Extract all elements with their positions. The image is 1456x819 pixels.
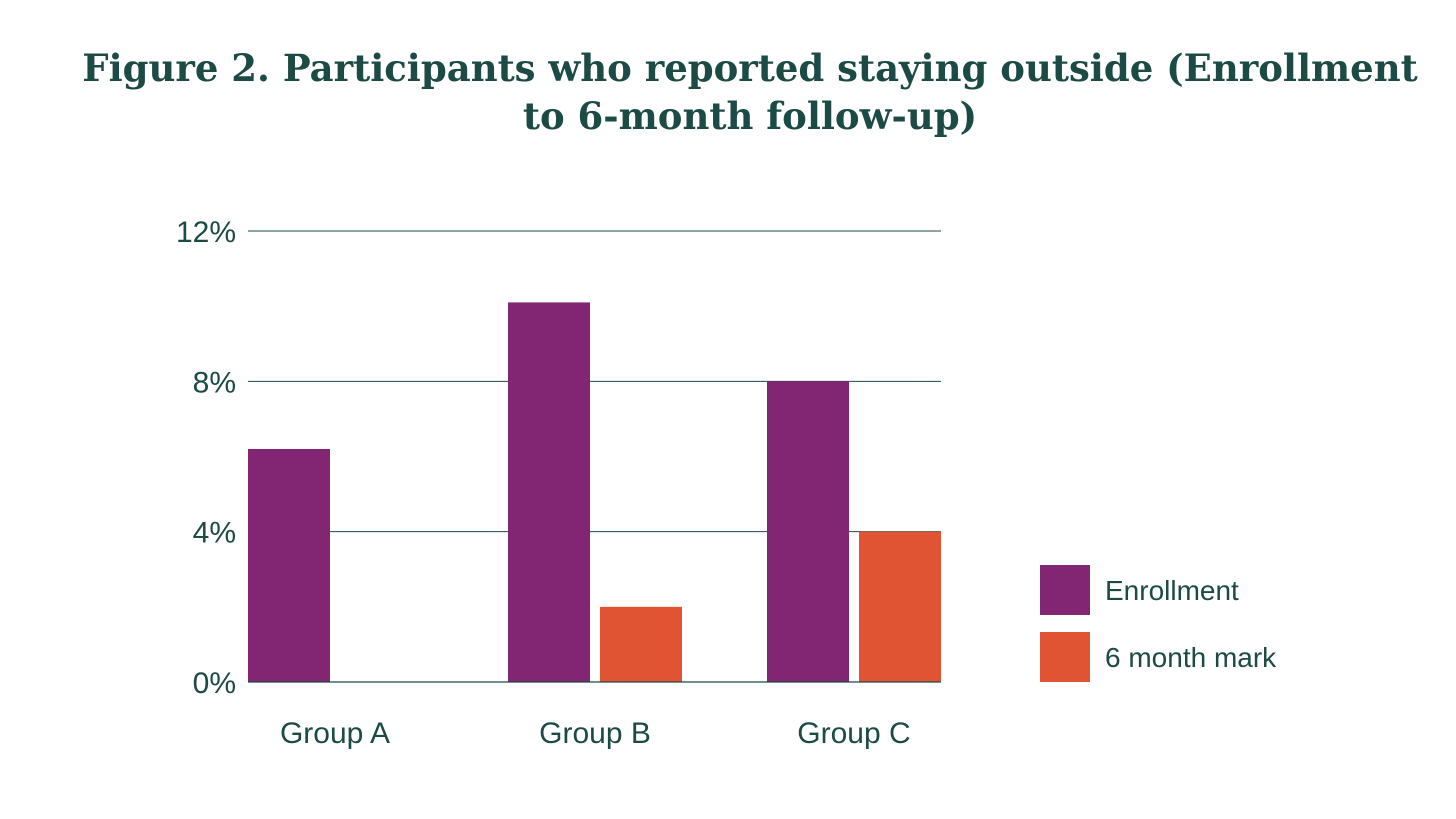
legend-swatch — [1040, 632, 1090, 682]
y-tick-label: 12% — [176, 216, 236, 249]
x-axis-categories: Group A Group B Group C — [280, 717, 911, 750]
bar-enrollment-group-b — [508, 302, 590, 682]
bar-enrollment-group-a — [248, 448, 330, 682]
x-tick-label: Group A — [280, 717, 390, 750]
y-tick-label: 0% — [193, 667, 236, 700]
bar-enrollment-group-c — [767, 381, 849, 682]
legend-swatch — [1040, 565, 1090, 615]
x-tick-label: Group B — [539, 717, 651, 750]
x-tick-label: Group C — [797, 717, 910, 750]
bar-6-month-mark-group-b — [600, 606, 682, 682]
bars — [248, 302, 941, 682]
y-tick-label: 8% — [193, 366, 236, 399]
chart-title: Figure 2. Participants who reported stay… — [82, 46, 1418, 138]
bar-6-month-mark-group-c — [859, 531, 941, 682]
y-axis-ticks: 0% 4% 8% 12% — [176, 216, 236, 700]
legend-label: Enrollment — [1105, 575, 1239, 606]
legend-label: 6 month mark — [1105, 642, 1277, 673]
y-tick-label: 4% — [193, 517, 236, 550]
legend: Enrollment 6 month mark — [1040, 565, 1277, 682]
